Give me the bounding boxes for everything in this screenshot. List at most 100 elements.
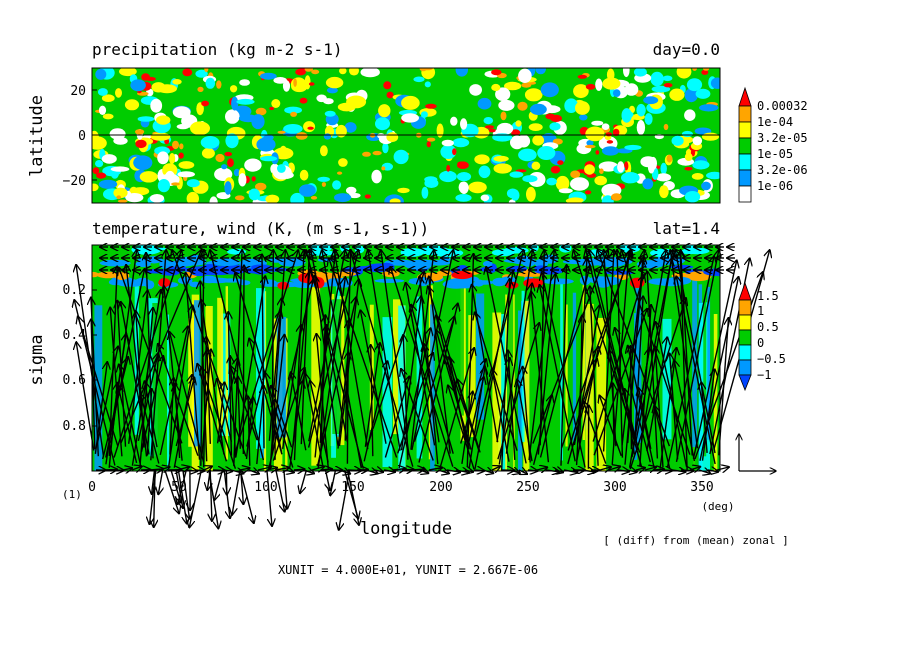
wind-vector (532, 395, 552, 465)
wind-vector (319, 325, 326, 443)
temp-cell (404, 259, 433, 270)
precip-cell (149, 194, 165, 203)
wind-vector (635, 468, 645, 470)
wind-vector (288, 381, 303, 470)
wind-vector (343, 469, 359, 519)
wind-vector (330, 469, 337, 495)
temp-cbar-label-3: 0 (757, 336, 764, 350)
precip-cell (97, 88, 108, 96)
precip-cell (455, 68, 468, 77)
xtick-0: 0 (88, 480, 96, 495)
temp-cbar-label-0: 1.5 (757, 289, 779, 303)
wind-vector (448, 385, 475, 470)
wind-vector (175, 377, 194, 447)
temp-cell (447, 277, 474, 287)
precip-cell (452, 138, 470, 148)
wind-vector (364, 343, 380, 447)
precip-cell (699, 104, 719, 112)
wind-vector (617, 250, 624, 458)
precip-ytick-0: 0 (78, 129, 86, 144)
precip-cell (337, 102, 356, 112)
precip-cell (469, 84, 482, 96)
precip-ylabel: latitude (27, 95, 47, 177)
precip-cell (277, 164, 286, 173)
temp-stripe (276, 316, 287, 438)
precip-cell (224, 151, 232, 157)
precip-cell (601, 195, 614, 203)
precip-cell (477, 97, 492, 110)
wind-vector (329, 258, 398, 458)
wind-vector (113, 250, 181, 458)
temp-cbar-top-arrow (738, 281, 752, 301)
precip-cell (248, 188, 260, 201)
precip-cell (584, 164, 595, 175)
xtick-250: 250 (516, 480, 539, 495)
precip-cell (606, 140, 614, 144)
precip-cell (636, 120, 646, 135)
wind-vector (239, 468, 250, 470)
wind-vector (446, 470, 460, 472)
wind-vector (539, 265, 591, 458)
precip-cell (450, 116, 458, 126)
temp-stripe (217, 297, 224, 432)
precip-cell (209, 196, 218, 203)
precip-cell (316, 94, 327, 103)
wind-vector (532, 250, 608, 444)
wind-vector (475, 312, 518, 451)
precip-cell (215, 153, 225, 163)
wind-vector (590, 286, 599, 466)
precip-cell (586, 140, 594, 146)
precip-cell (201, 147, 215, 159)
precip-cell (299, 169, 309, 181)
temp-cell (189, 281, 201, 288)
wind-vector (384, 376, 409, 458)
precip-cell (216, 80, 222, 89)
wind-vector (413, 316, 455, 442)
precip-cell (102, 113, 114, 120)
temp-cell (436, 270, 452, 277)
precip-cell (684, 153, 693, 161)
wind-vector (78, 316, 119, 447)
precip-cell (684, 88, 698, 103)
precip-cell (460, 118, 468, 130)
wind-vector (268, 298, 281, 441)
wind-vector (228, 312, 231, 456)
wind-vector (344, 250, 351, 441)
precip-cell (141, 73, 151, 81)
wind-vector (436, 330, 472, 450)
precip-cell (178, 161, 195, 169)
precip-cell (599, 168, 604, 174)
precip-cell (236, 98, 255, 105)
wind-vector (194, 470, 205, 471)
wind-vector (189, 469, 202, 528)
temp-ytick-0.2: 0.2 (63, 283, 86, 298)
wind-vector (392, 469, 406, 471)
precip-cell (117, 199, 128, 203)
precip-cell (510, 129, 521, 136)
precip-cell (537, 146, 556, 160)
precip-cell (234, 195, 245, 201)
temp-cell (96, 271, 120, 279)
wind-vector (707, 470, 718, 472)
temp-stripe (565, 304, 568, 447)
precip-cell (231, 96, 239, 111)
precip-cell (101, 94, 115, 102)
wind-vector (338, 470, 350, 474)
wind-vector (631, 348, 650, 458)
wind-vector (248, 470, 259, 474)
precip-cell (255, 107, 267, 116)
precip-cell (378, 104, 391, 118)
wind-vector (482, 470, 493, 473)
precip-cell (424, 81, 431, 88)
precip-cell (303, 121, 316, 133)
temp-cell (666, 276, 692, 285)
precip-cell (260, 72, 277, 80)
precip-cell (230, 85, 238, 93)
precip-cell (150, 98, 163, 113)
precip-cell (681, 130, 693, 138)
precip-cell (660, 162, 667, 175)
precip-ytick-20: 20 (70, 84, 86, 99)
precip-day-label: day=0.0 (653, 40, 720, 59)
temp-cell (542, 278, 574, 285)
precip-cell (307, 126, 314, 130)
